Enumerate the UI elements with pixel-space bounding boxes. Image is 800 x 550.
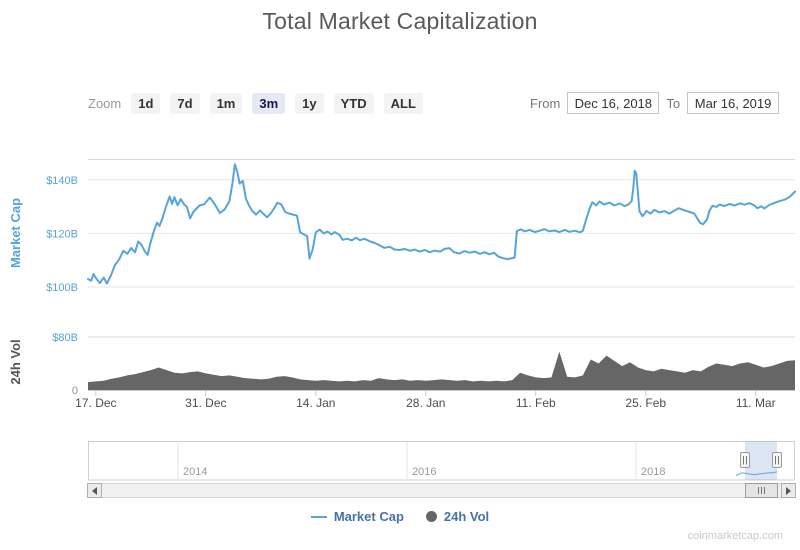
navigator-year-label: 2016 xyxy=(412,466,436,478)
x-axis-label: 17. Dec xyxy=(75,396,116,410)
scrollbar-right-button[interactable] xyxy=(781,483,796,498)
market-cap-legend-marker-icon xyxy=(310,515,327,518)
navigator-year-label: 2018 xyxy=(641,466,665,478)
legend-item-market-cap[interactable]: Market Cap xyxy=(310,509,404,524)
volume-axis-title: 24h Vol xyxy=(8,339,23,384)
zoom-button-1m[interactable]: 1m xyxy=(209,92,243,114)
x-axis-label: 31. Dec xyxy=(185,396,226,410)
market-cap-series[interactable] xyxy=(87,163,796,285)
volume-series[interactable] xyxy=(88,351,795,390)
scrollbar-left-button[interactable] xyxy=(87,483,102,498)
x-axis-label: 11. Feb xyxy=(516,396,556,410)
x-axis-label: 25. Feb xyxy=(625,396,666,410)
navigator-handle-right[interactable] xyxy=(772,452,782,468)
from-date-input[interactable] xyxy=(567,92,660,114)
from-label: From xyxy=(530,95,561,111)
zoom-button-1d[interactable]: 1d xyxy=(131,92,161,114)
zoom-label: Zoom xyxy=(88,95,122,111)
24h-vol-legend-label: 24h Vol xyxy=(443,509,490,524)
zoom-button-all[interactable]: ALL xyxy=(383,92,423,114)
market-cap-axis-tick-label: $120B xyxy=(46,228,78,240)
page-title: Total Market Capitalization xyxy=(262,8,538,34)
24h-vol-legend-marker-icon xyxy=(425,511,437,522)
chart-legend: Market Cap 24h Vol xyxy=(0,509,800,524)
zoom-button-ytd[interactable]: YTD xyxy=(333,92,374,114)
navigator-series xyxy=(735,471,778,476)
x-axis-label: 14. Jan xyxy=(296,396,335,410)
scrollbar-thumb[interactable] xyxy=(745,483,778,498)
volume-axis-tick-label: 0 xyxy=(72,385,78,397)
legend-item-24h-vol[interactable]: 24h Vol xyxy=(425,509,490,524)
market-cap-axis-tick-label: $140B xyxy=(46,175,78,187)
x-axis-label: 28. Jan xyxy=(406,396,445,410)
navigator-handle-left[interactable] xyxy=(740,452,750,468)
to-label: To xyxy=(666,95,681,111)
scrollbar-track[interactable] xyxy=(87,483,796,498)
volume-axis-tick-label: $80B xyxy=(52,332,78,344)
to-date-input[interactable] xyxy=(687,92,780,114)
watermark: coinmarketcap.com xyxy=(687,530,783,542)
navigator-selection[interactable] xyxy=(745,441,777,481)
market-cap-axis-title: Market Cap xyxy=(8,198,23,268)
date-range-controls: From To xyxy=(530,92,780,114)
market-cap-axis-tick-label: $100B xyxy=(46,282,78,294)
zoom-button-group: 1d 7d 1m 3m 1y YTD ALL xyxy=(131,92,433,114)
zoom-button-7d[interactable]: 7d xyxy=(170,92,200,114)
chart-scrollbar[interactable] xyxy=(87,483,796,498)
left-arrow-icon xyxy=(92,486,97,495)
market-cap-chart[interactable]: $100B $120B $140B Market Cap 0 $80B 24h Vol 17.… xyxy=(0,130,800,500)
right-arrow-icon xyxy=(786,486,791,495)
market-cap-legend-label: Market Cap xyxy=(333,509,404,524)
zoom-controls: Zoom 1d 7d 1m 3m 1y YTD ALL xyxy=(88,92,433,114)
zoom-button-1y[interactable]: 1y xyxy=(295,92,324,114)
x-axis-label: 11. Mar xyxy=(736,396,776,410)
zoom-button-3m[interactable]: 3m xyxy=(252,92,286,114)
navigator-outline xyxy=(88,441,795,481)
navigator-year-label: 2014 xyxy=(183,466,207,478)
